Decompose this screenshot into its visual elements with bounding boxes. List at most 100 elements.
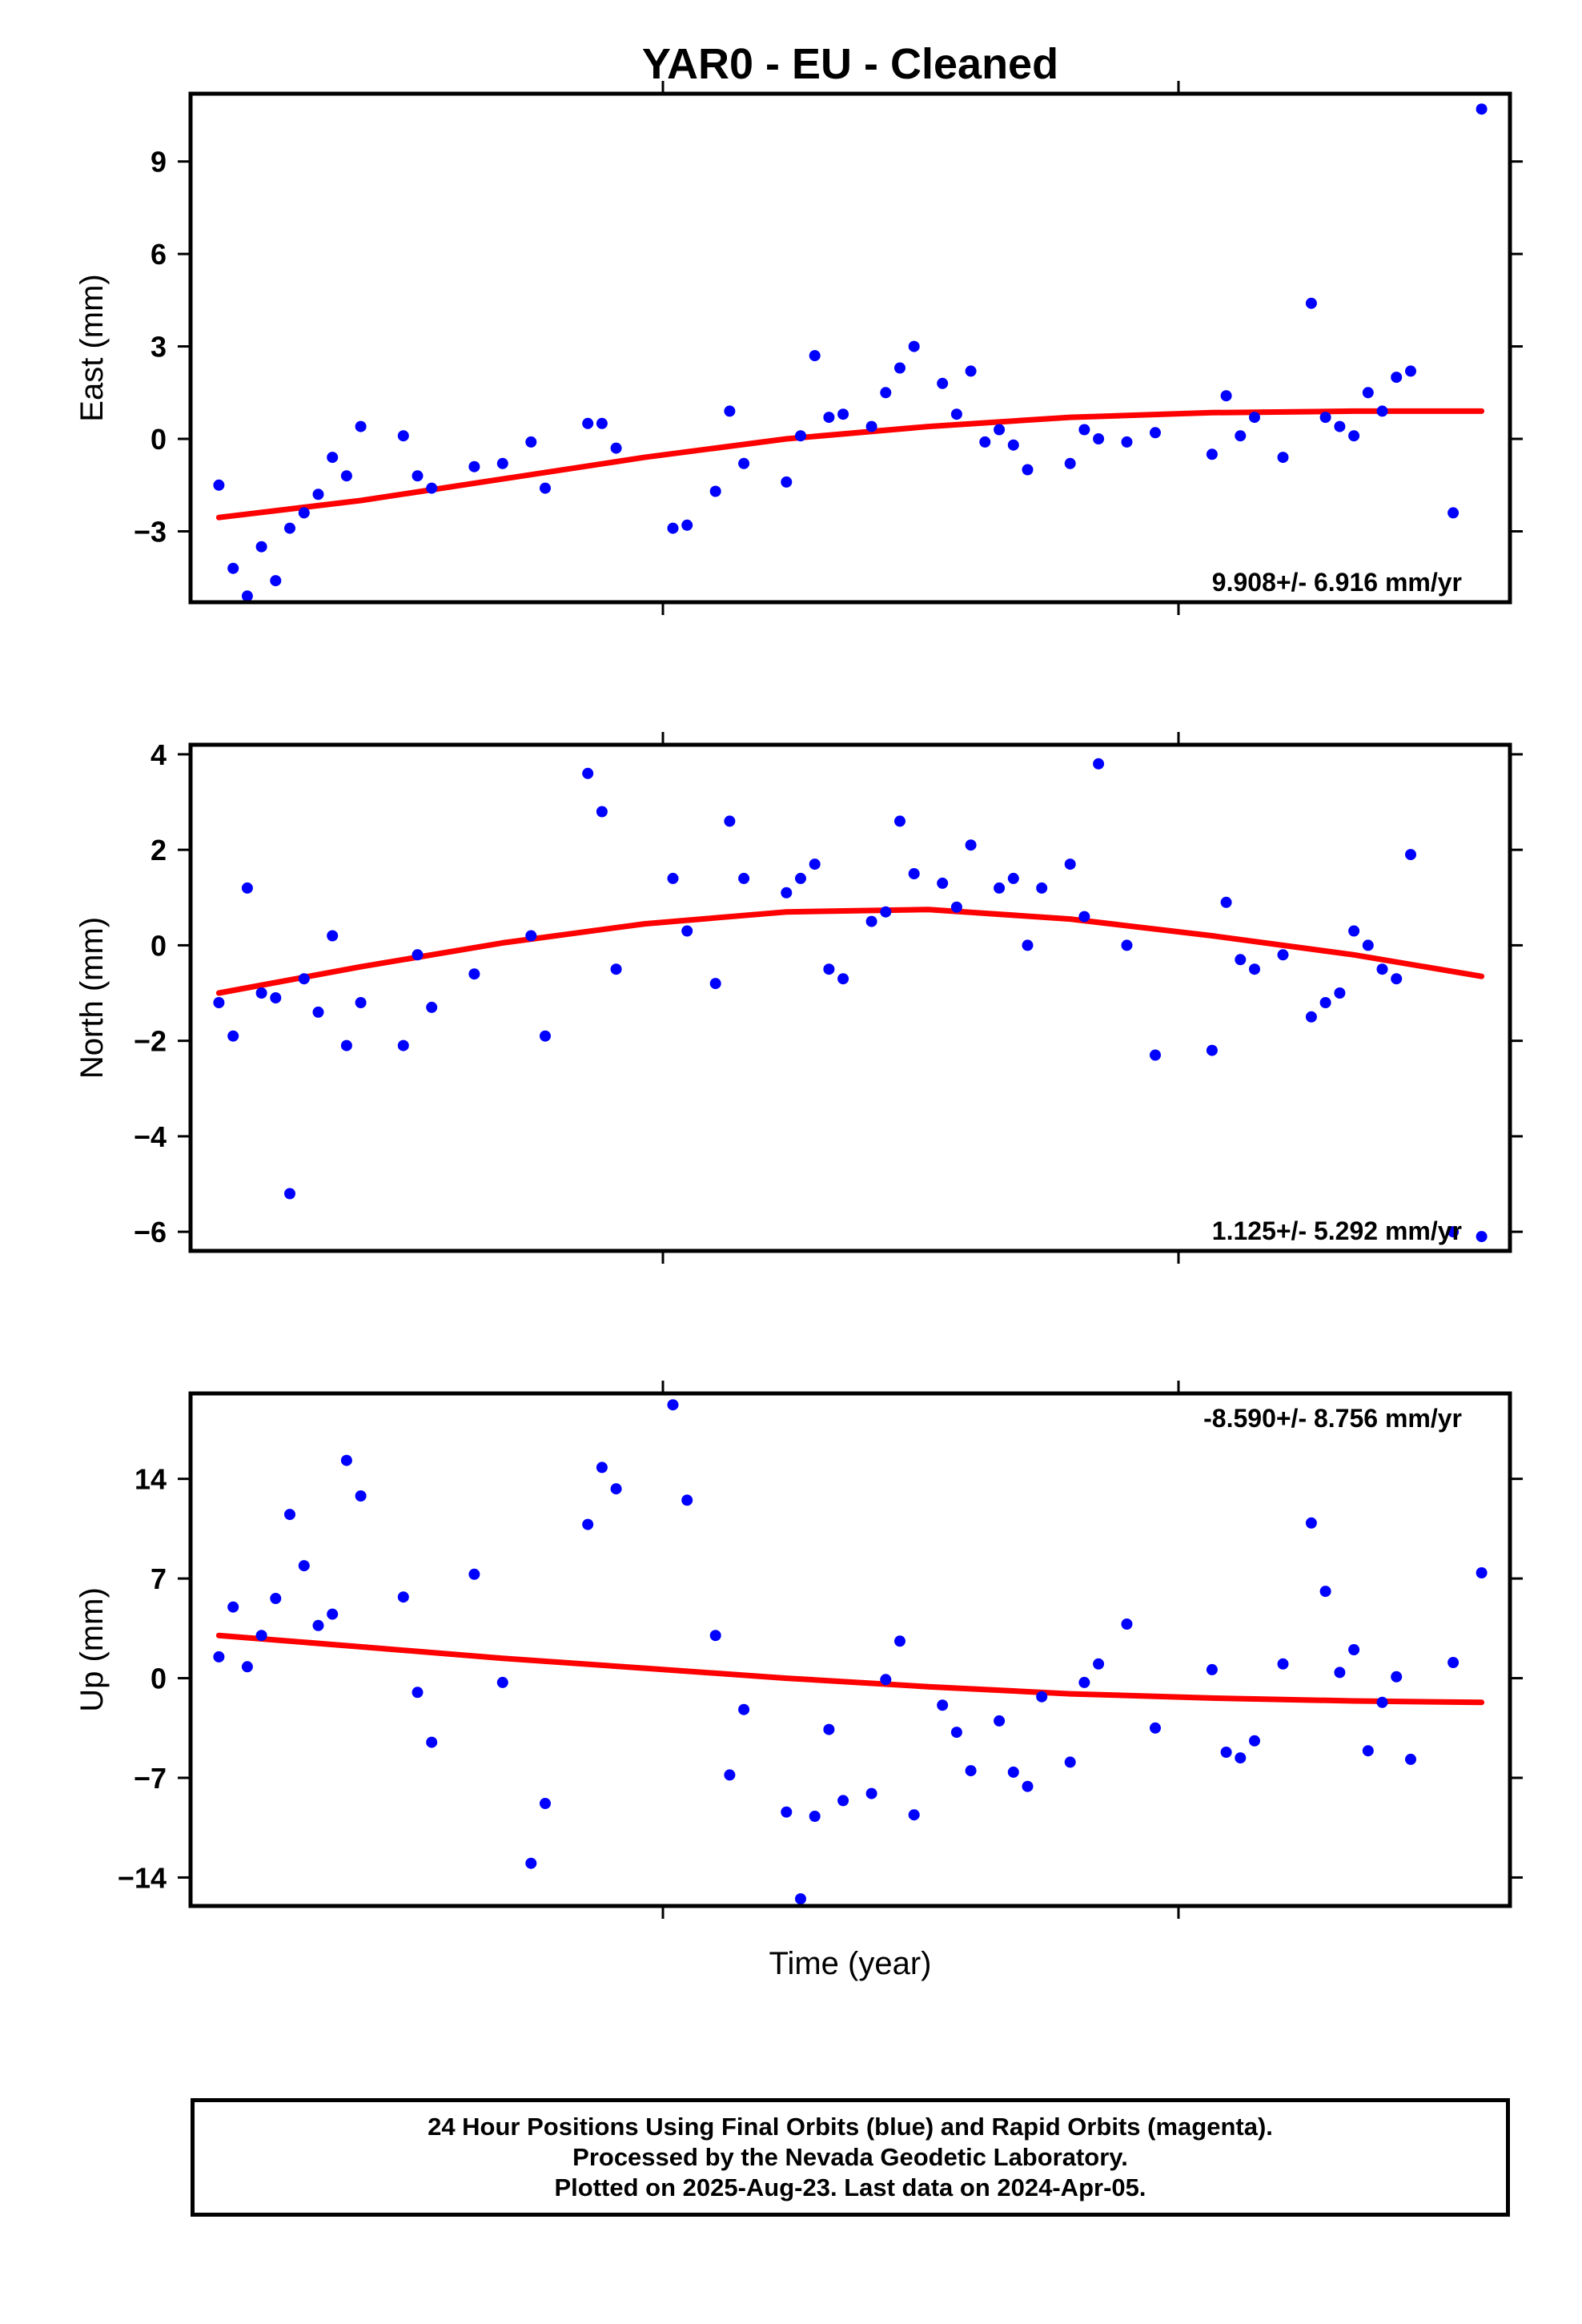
data-point-up (1376, 1696, 1388, 1708)
data-point-north (667, 872, 679, 884)
data-point-east (1249, 412, 1260, 424)
data-point-north (1376, 963, 1388, 975)
trend-line-east (215, 408, 1485, 521)
data-point-north (1277, 949, 1289, 961)
rate-annotation-north: 1.125+/- 5.292 mm/yr (1212, 1216, 1462, 1245)
data-point-north (582, 767, 594, 779)
data-point-north (950, 901, 962, 913)
data-point-east (1121, 436, 1133, 448)
data-point-north (738, 872, 750, 884)
data-point-north (795, 872, 806, 884)
data-point-north (1093, 758, 1105, 770)
data-point-east (1064, 457, 1076, 469)
data-point-east (1334, 420, 1346, 432)
data-point-north (709, 978, 721, 990)
plot-frame-up (188, 1391, 1512, 1908)
data-point-east (1220, 390, 1232, 402)
data-point-east (1447, 507, 1460, 519)
data-point-north (1064, 858, 1076, 870)
plot-frame-north (188, 742, 1512, 1253)
footer-box: 24 Hour Positions Using Final Orbits (bl… (191, 2098, 1510, 2217)
footer-line-1: 24 Hour Positions Using Final Orbits (bl… (428, 2113, 1273, 2141)
data-point-up (426, 1736, 438, 1748)
y-tick-label: 4 (151, 738, 167, 771)
data-point-up (270, 1593, 282, 1604)
panel-east: −3 0 3 6 9 East (mm) 9.908+/- 6.916 mm/yr (74, 81, 1523, 615)
y-tick-label: −3 (134, 515, 167, 548)
data-point-up (284, 1509, 295, 1521)
data-point-up (709, 1630, 721, 1642)
data-point-east (426, 482, 438, 494)
data-point-east (1362, 387, 1374, 399)
data-point-up (994, 1715, 1006, 1727)
data-point-up (965, 1765, 977, 1777)
data-point-up (1036, 1691, 1048, 1703)
data-point-east (496, 457, 508, 469)
data-point-up (227, 1601, 239, 1613)
data-point-up (1220, 1747, 1232, 1758)
data-point-north (426, 1001, 438, 1013)
trend-line-up (215, 1632, 1485, 1706)
data-point-up (738, 1703, 750, 1715)
data-point-up (340, 1454, 352, 1466)
data-point-north (1334, 987, 1346, 999)
y-tick-label: −7 (134, 1762, 167, 1795)
data-point-north (865, 915, 877, 927)
data-point-north (540, 1030, 551, 1042)
data-point-east (937, 377, 949, 389)
rate-annotation-up: -8.590+/- 8.756 mm/yr (1203, 1404, 1462, 1433)
y-tick-label: 14 (135, 1463, 167, 1496)
data-point-east (340, 470, 352, 482)
data-point-east (837, 408, 849, 420)
data-point-east (1206, 448, 1218, 460)
data-point-north (241, 882, 253, 894)
data-point-north (1319, 997, 1331, 1008)
data-point-north (1391, 973, 1403, 985)
data-point-up (1007, 1766, 1019, 1778)
data-point-up (298, 1560, 310, 1572)
data-point-north (1036, 882, 1048, 894)
data-point-north (1206, 1044, 1218, 1056)
y-tick-label: −14 (118, 1861, 167, 1894)
data-point-east (667, 522, 679, 534)
data-point-east (1405, 365, 1416, 377)
panel-north: −6 −4 −2 0 2 4 North (mm) 1.125+/- 5.292 mm/yr (74, 732, 1523, 1264)
data-point-up (496, 1676, 508, 1688)
y-axis-label-up: Up (mm) (74, 1587, 110, 1712)
data-point-north (610, 963, 622, 975)
data-point-up (610, 1483, 622, 1495)
data-point-east (1150, 427, 1161, 439)
data-point-up (809, 1811, 821, 1822)
data-point-east (738, 457, 750, 469)
y-tick-label: −2 (134, 1025, 167, 1058)
data-point-north (270, 992, 282, 1003)
data-point-up (540, 1798, 551, 1809)
data-point-up (1022, 1780, 1034, 1792)
data-point-east (227, 562, 239, 574)
data-point-east (1391, 372, 1403, 384)
data-point-east (709, 485, 721, 497)
data-point-up (1319, 1586, 1331, 1598)
data-point-east (809, 350, 821, 362)
data-point-north (937, 877, 949, 889)
data-point-north (1405, 849, 1416, 861)
data-point-up (397, 1591, 409, 1603)
data-point-up (724, 1769, 736, 1781)
data-point-east (1235, 430, 1247, 442)
data-point-up (1121, 1618, 1133, 1630)
data-point-up (1447, 1657, 1460, 1668)
trend-line-north (215, 907, 1485, 996)
data-point-east (525, 436, 537, 448)
data-point-up (1348, 1644, 1360, 1655)
data-point-north (596, 806, 608, 818)
data-point-up (241, 1661, 253, 1673)
data-point-east (1022, 464, 1034, 476)
data-point-up (355, 1490, 367, 1502)
data-point-east (397, 430, 409, 442)
data-point-north (327, 930, 339, 942)
data-point-north (227, 1030, 239, 1042)
data-point-up (312, 1619, 324, 1631)
data-point-up (1078, 1676, 1090, 1688)
data-point-north (1476, 1231, 1488, 1243)
